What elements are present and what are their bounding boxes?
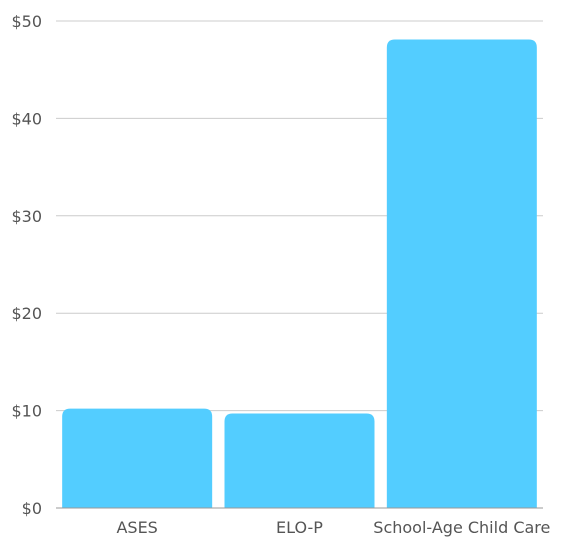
y-tick-label: $40 — [11, 109, 42, 128]
x-category-label: ELO-P — [276, 518, 323, 537]
y-tick-label: $30 — [11, 207, 42, 226]
x-axis-category-labels: ASES ELO-P School-Age Child Care — [116, 518, 550, 537]
y-axis-tick-labels: $0 $10 $20 $30 $40 $50 — [11, 12, 42, 518]
bar-school-age-child-care — [386, 39, 537, 508]
y-tick-label: $20 — [11, 304, 42, 323]
bar-ases — [62, 408, 213, 508]
x-category-label: ASES — [116, 518, 157, 537]
y-tick-label: $10 — [11, 402, 42, 421]
y-tick-label: $0 — [22, 499, 42, 518]
x-category-label: School-Age Child Care — [373, 518, 550, 537]
y-tick-label: $50 — [11, 12, 42, 31]
bar-elo-p — [224, 413, 375, 508]
bars — [62, 39, 537, 508]
